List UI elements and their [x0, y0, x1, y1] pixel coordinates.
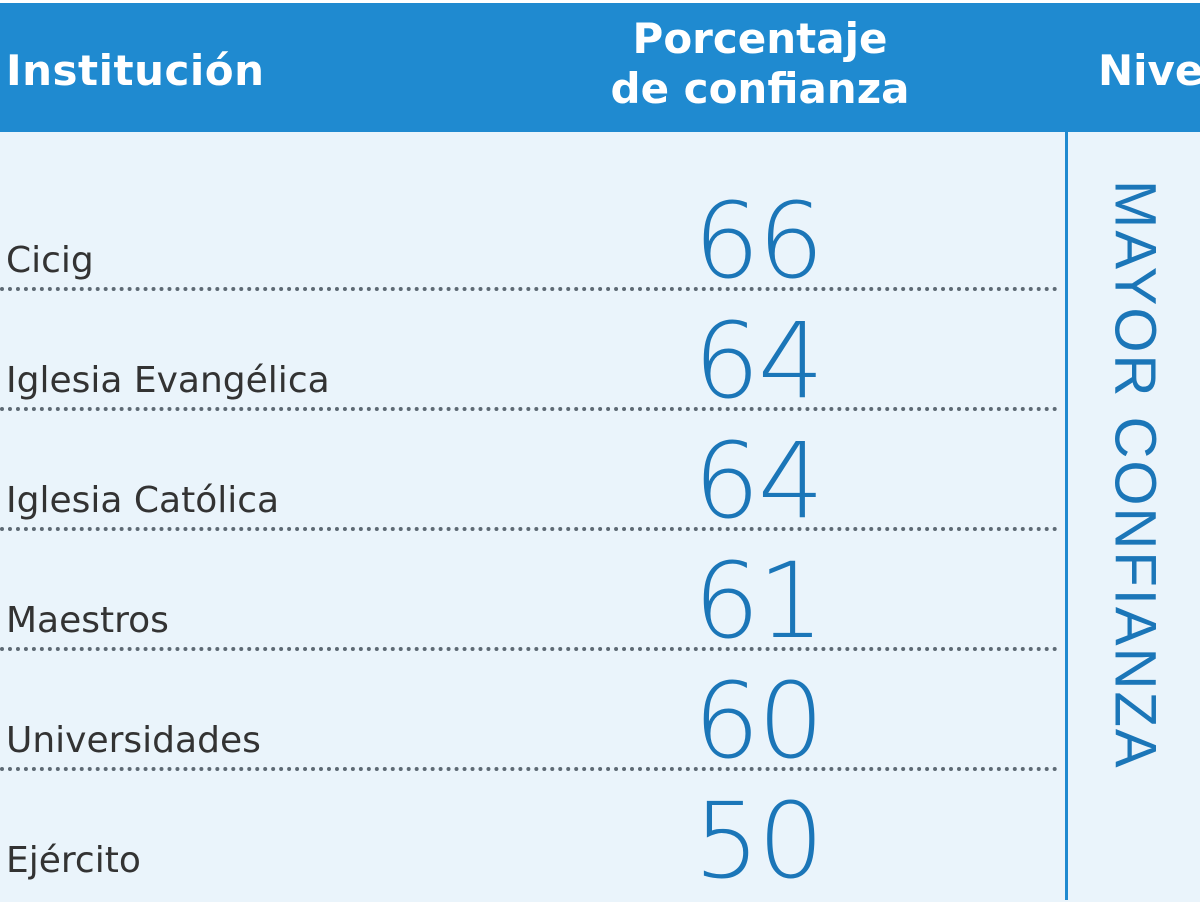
institution-name: Iglesia Católica — [6, 480, 280, 521]
table-body — [0, 132, 1200, 900]
institution-name: Cicig — [6, 240, 94, 281]
row-divider — [0, 407, 1058, 411]
row-divider — [0, 767, 1058, 771]
confidence-percentage: 60 — [693, 660, 824, 782]
institution-name: Ejército — [6, 840, 141, 881]
nivel-label: MAYOR CONFIANZA — [1102, 180, 1168, 770]
table-header: Institución Porcentaje de confianza Nive — [0, 0, 1200, 132]
nivel-column: MAYOR CONFIANZA — [1070, 132, 1200, 900]
row-divider — [0, 527, 1058, 531]
confidence-percentage: 50 — [693, 780, 824, 902]
table-row: Iglesia Católica 64 — [0, 411, 1058, 542]
institution-name: Universidades — [6, 720, 261, 761]
column-divider — [1065, 132, 1068, 900]
institution-name: Maestros — [6, 600, 169, 641]
confidence-percentage: 64 — [693, 300, 824, 422]
column-header-nivel: Nive — [1098, 46, 1200, 95]
institution-name: Iglesia Evangélica — [6, 360, 330, 401]
table-row: Universidades 60 — [0, 651, 1058, 782]
row-divider — [0, 647, 1058, 651]
table-row: Cicig 66 — [0, 171, 1058, 302]
row-divider — [0, 287, 1058, 291]
table-row: Iglesia Evangélica 64 — [0, 291, 1058, 422]
header-top-rule — [0, 0, 1200, 3]
column-header-porcentaje-line2: de confianza — [610, 64, 910, 113]
column-header-porcentaje: Porcentaje de confianza — [580, 14, 940, 114]
column-header-porcentaje-line1: Porcentaje — [632, 14, 888, 63]
column-header-institucion: Institución — [6, 46, 265, 95]
table-row: Maestros 61 — [0, 531, 1058, 662]
confidence-percentage: 66 — [693, 180, 824, 302]
confidence-percentage: 64 — [693, 420, 824, 542]
table-row: Ejército 50 — [0, 771, 1058, 902]
confidence-percentage: 61 — [693, 540, 824, 662]
